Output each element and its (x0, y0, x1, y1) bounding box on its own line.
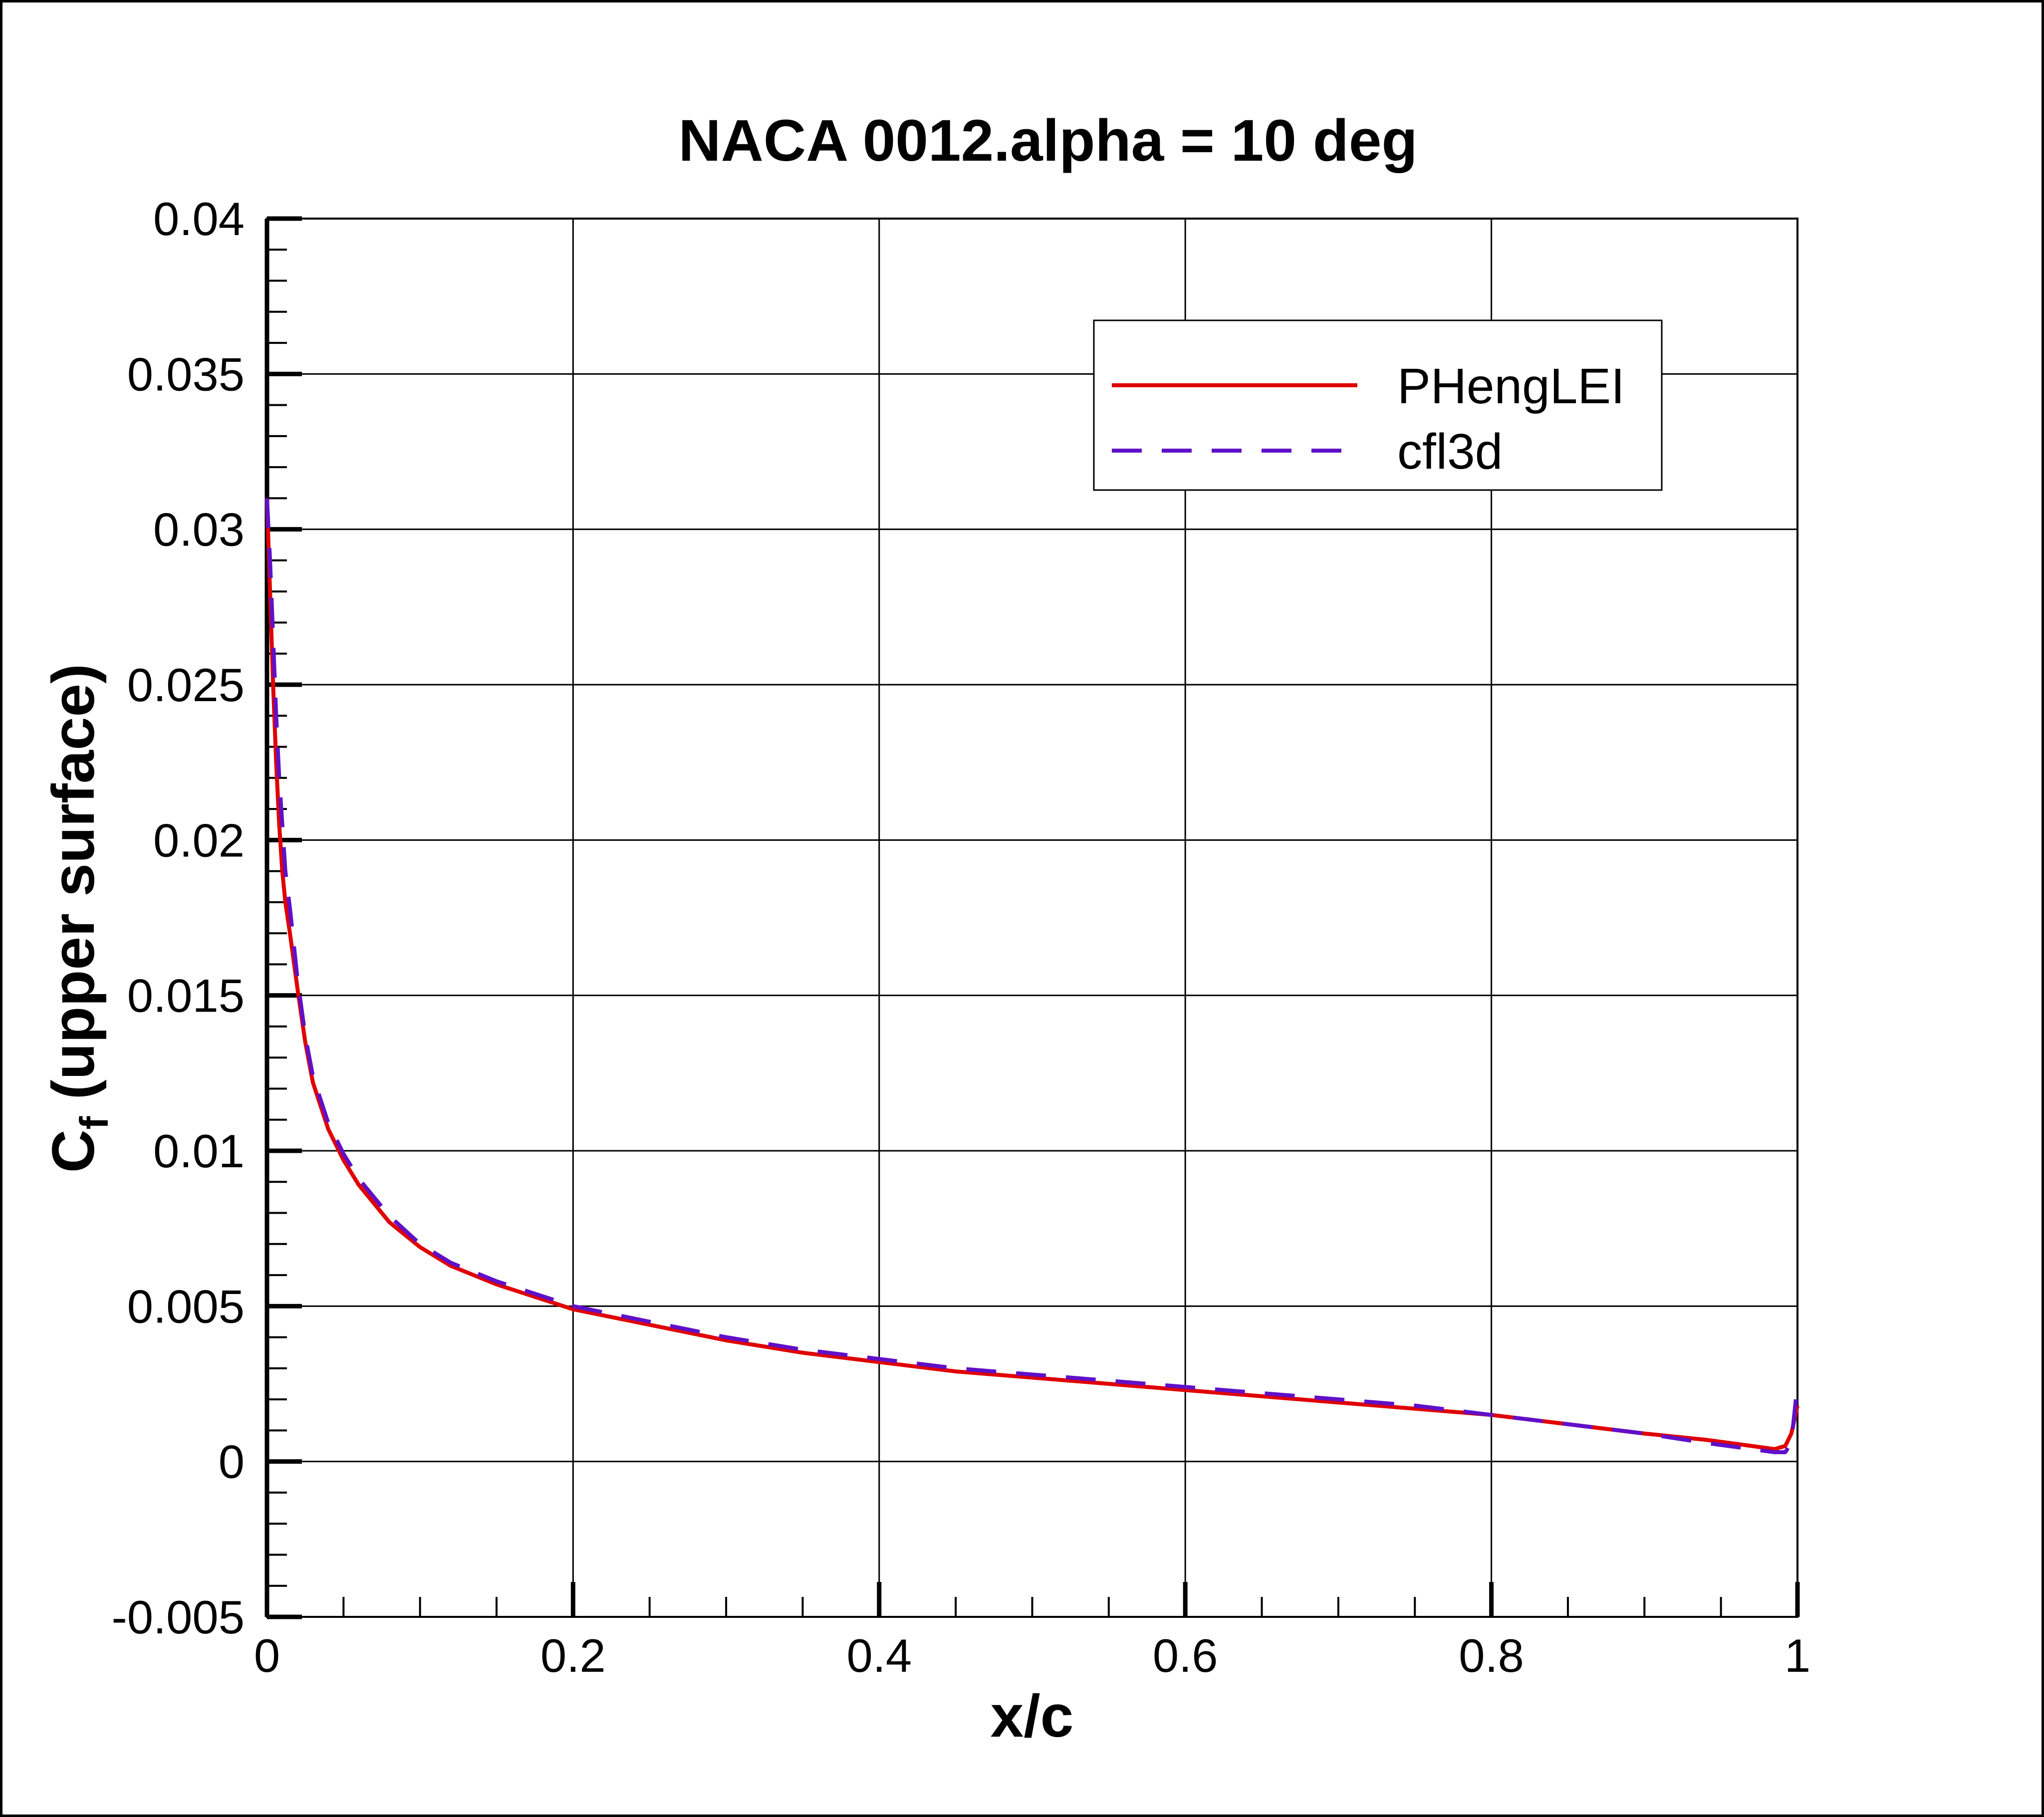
y-tick-label: 0.03 (153, 504, 245, 556)
y-tick-labels: -0.005 0 0.005 0.01 0.015 0.02 0.025 0.03 0.035 0… (111, 193, 245, 1643)
x-tick-label: 0.8 (1459, 1629, 1524, 1682)
x-axis-label: x/c (991, 1683, 1074, 1750)
y-axis-label-subscript: f (72, 1116, 116, 1129)
y-tick-label: 0.005 (127, 1280, 245, 1332)
y-tick-label: 0 (219, 1436, 245, 1488)
y-tick-label: 0.035 (127, 348, 245, 400)
chart-title: NACA 0012.alpha = 10 deg (678, 108, 1417, 174)
y-tick-label: 0.02 (153, 814, 245, 866)
legend-label-cfl3d: cfl3d (1397, 424, 1503, 480)
axis-ticks (264, 216, 1800, 1619)
x-tick-label: 0.4 (846, 1629, 912, 1682)
x-tick-labels: 0 0.2 0.4 0.6 0.8 1 (254, 1629, 1810, 1682)
y-axis-label-main: C (40, 1129, 107, 1173)
y-axis-label: Cf (upper surface) (40, 664, 116, 1173)
x-tick-label: 1 (1785, 1629, 1810, 1682)
y-axis-label-rest: (upper surface) (40, 664, 107, 1116)
legend-box (1093, 319, 1663, 491)
series-line-cfl3d (265, 498, 1799, 1454)
legend-label-phenglei: PHengLEI (1397, 358, 1625, 414)
y-tick-label: 0.015 (127, 970, 245, 1022)
series-lines (265, 498, 1799, 1454)
y-tick-label: 0.01 (153, 1125, 245, 1177)
y-tick-label: -0.005 (111, 1591, 245, 1643)
x-tick-label: 0.2 (540, 1629, 606, 1682)
x-tick-label: 0.6 (1153, 1629, 1218, 1682)
x-tick-label: 0 (254, 1629, 280, 1682)
y-tick-label: 0.04 (153, 193, 245, 245)
y-tick-label: 0.025 (127, 659, 245, 711)
legend: PHengLEI cfl3d (1093, 319, 1663, 491)
